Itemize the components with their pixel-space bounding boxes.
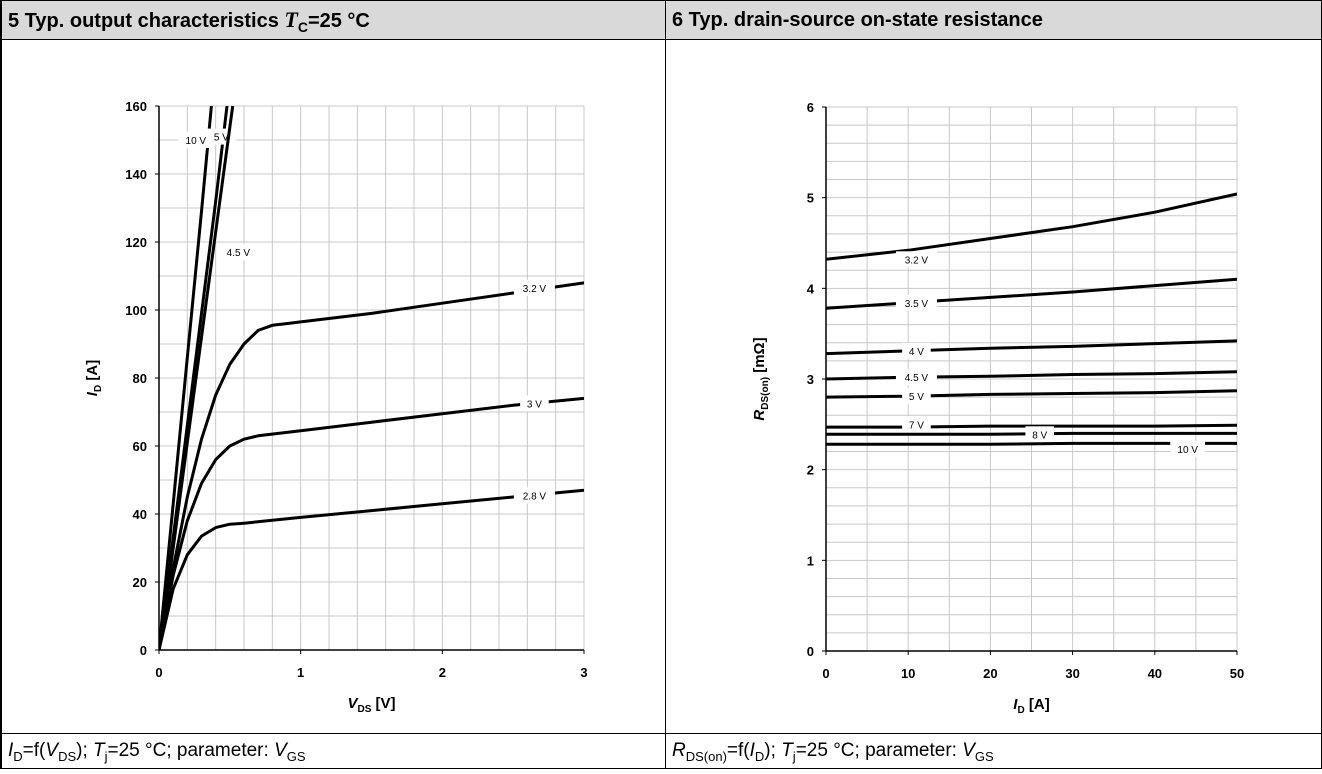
series-line-10v xyxy=(159,106,213,650)
series-line-3v xyxy=(159,396,584,650)
on-resistance-caption: RDS(on)=f(ID); Tj=25 °C; parameter: VGS xyxy=(666,733,1321,769)
x-tick-label: 10 xyxy=(901,666,915,681)
output-characteristics-panel: 5 Typ. output characteristics TC=25 °C 0… xyxy=(0,0,666,769)
series-label-bg xyxy=(895,251,937,268)
y-tick-label: 2 xyxy=(807,463,814,478)
x-tick-label: 0 xyxy=(155,665,162,680)
series-line-4v xyxy=(826,339,1237,356)
y-tick-label: 120 xyxy=(125,235,147,250)
series-label-5v: 5 V xyxy=(214,133,229,144)
series-10v: 10 V xyxy=(159,106,214,650)
series-label-8v: 8 V xyxy=(1032,430,1047,441)
y-tick-label: 40 xyxy=(133,507,147,522)
y-tick-label: 6 xyxy=(807,100,814,115)
series-line-7v xyxy=(826,423,1237,429)
series-label-3v: 3 V xyxy=(527,400,542,411)
series-label-4p5v: 4.5 V xyxy=(905,373,929,384)
y-tick-label: 1 xyxy=(807,553,814,568)
series-2p8v: 2.8 V xyxy=(159,487,584,650)
series-label-bg xyxy=(1170,440,1206,457)
y-axis-title: RDS(on) [mΩ] xyxy=(751,337,771,420)
series-8v: 8 V xyxy=(826,426,1237,443)
x-tick-label: 2 xyxy=(439,665,446,680)
series-line-4p5v xyxy=(159,106,235,650)
y-tick-label: 100 xyxy=(125,303,147,318)
x-tick-label: 0 xyxy=(822,666,829,681)
series-label-bg xyxy=(902,388,931,405)
y-tick-label: 0 xyxy=(807,644,814,659)
series-line-3p5v xyxy=(826,277,1237,310)
series-line-10v xyxy=(826,441,1237,446)
y-tick-label: 3 xyxy=(807,372,814,387)
series-label-bg xyxy=(902,416,931,433)
series-7v: 7 V xyxy=(826,416,1237,433)
y-tick-label: 20 xyxy=(133,575,147,590)
series-3p2v: 3.2 V xyxy=(826,192,1237,268)
y-tick-label: 5 xyxy=(807,191,814,206)
gridlines xyxy=(158,105,585,651)
y-tick-label: 60 xyxy=(133,439,147,454)
series-label-bg xyxy=(902,342,931,359)
series-3p5v: 3.5 V xyxy=(826,277,1237,311)
output-characteristics-chart: 0 1 2 3 0 20 40 60 80 100 120 140 160 VDS [V] ID [A] 10… xyxy=(84,99,588,715)
series-label-5v: 5 V xyxy=(909,392,924,403)
series-label-bg xyxy=(895,294,937,311)
series-line-3p2v xyxy=(159,281,584,650)
y-tick-label: 80 xyxy=(133,371,147,386)
output-characteristics-title: 5 Typ. output characteristics TC=25 °C xyxy=(2,0,666,40)
series-label-2p8v: 2.8 V xyxy=(523,491,547,502)
y-tick-label: 140 xyxy=(125,167,147,182)
on-resistance-panel: 6 Typ. drain-source on-state resistance … xyxy=(665,0,1322,769)
series-label-bg xyxy=(513,487,555,504)
series-line-5v xyxy=(826,389,1237,399)
x-axis-title: ID [A] xyxy=(1013,696,1049,716)
x-tick-label: 3 xyxy=(580,665,587,680)
series-4p5v: 4.5 V xyxy=(159,106,259,650)
output-characteristics-caption: ID=f(VDS); Tj=25 °C; parameter: VGS xyxy=(2,733,666,769)
x-tick-label: 20 xyxy=(983,666,997,681)
series-line-4p5v xyxy=(826,370,1237,381)
series-line-3p2v xyxy=(826,192,1237,261)
series-4p5v: 4.5 V xyxy=(826,369,1237,386)
y-tick-label: 4 xyxy=(807,281,815,296)
y-axis-title: ID [A] xyxy=(84,360,104,396)
series-label-3p2v: 3.2 V xyxy=(523,284,547,295)
series-3v: 3 V xyxy=(159,395,584,650)
series-label-3p2v: 3.2 V xyxy=(905,255,929,266)
series-line-2p8v xyxy=(159,488,584,650)
series-label-4p5v: 4.5 V xyxy=(227,248,251,259)
series-label-bg xyxy=(520,395,549,412)
series-10v: 10 V xyxy=(826,440,1237,457)
series-4v: 4 V xyxy=(826,339,1237,359)
series-label-10v: 10 V xyxy=(186,136,207,147)
series-label-bg xyxy=(178,132,214,148)
series-label-3p5v: 3.5 V xyxy=(905,299,929,310)
on-resistance-chart: 0 10 20 30 40 50 0 1 2 3 4 5 6 ID [A] RDS(on) [mΩ] 3.2 … xyxy=(751,100,1244,716)
series-label-bg xyxy=(217,244,259,261)
series-3p2v: 3.2 V xyxy=(159,279,584,650)
series-label-bg xyxy=(1025,426,1055,443)
x-tick-label: 50 xyxy=(1230,666,1244,681)
series-5v: 5 V xyxy=(826,388,1237,405)
y-tick-label: 160 xyxy=(125,99,147,114)
x-axis-title: VDS [V] xyxy=(347,695,395,715)
series-label-bg xyxy=(895,369,937,386)
x-tick-label: 1 xyxy=(297,665,304,680)
series-label-bg xyxy=(513,279,555,296)
y-tick-label: 0 xyxy=(140,643,147,658)
x-tick-label: 40 xyxy=(1148,666,1162,681)
on-resistance-title: 6 Typ. drain-source on-state resistance xyxy=(666,0,1321,40)
series-label-10v: 10 V xyxy=(1177,445,1198,456)
series-label-4v: 4 V xyxy=(909,347,924,358)
series-label-7v: 7 V xyxy=(909,420,924,431)
x-tick-label: 30 xyxy=(1065,666,1079,681)
